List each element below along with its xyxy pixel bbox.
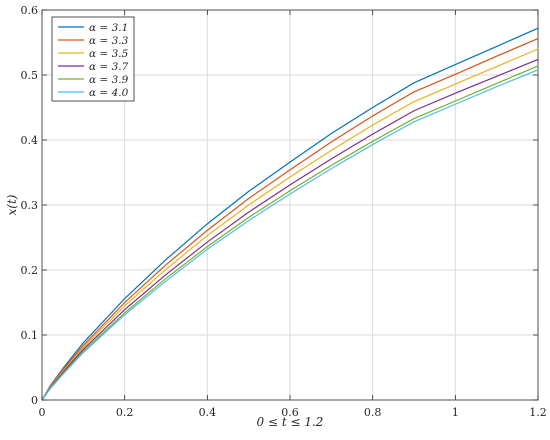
series-line — [41, 58, 539, 401]
y-tick-label: 0 — [31, 394, 38, 407]
y-axis-ticks: 0 0.1 0.2 0.3 0.4 0.5 0.6 — [21, 4, 538, 407]
y-tick-label: 0.4 — [21, 134, 39, 147]
y-tick-label: 0.5 — [21, 69, 39, 82]
y-tick-label: 0.3 — [21, 199, 39, 212]
series-line — [41, 48, 539, 401]
legend-label: α = 3.9 — [89, 74, 129, 86]
legend-box — [51, 16, 135, 102]
legend-label: α = 3.5 — [89, 48, 129, 60]
legend: α = 3.1α = 3.3α = 3.5α = 3.7α = 3.9α = 4… — [51, 16, 135, 102]
legend-label: α = 3.1 — [89, 22, 128, 34]
x-tick-label: 1.2 — [529, 406, 547, 419]
x-tick-label: 1 — [452, 406, 459, 419]
x-tick-label: 0.6 — [281, 406, 299, 419]
series-line — [41, 37, 539, 401]
y-tick-label: 0.2 — [21, 264, 39, 277]
series-line — [41, 69, 539, 401]
x-tick-label: 0.4 — [199, 406, 217, 419]
x-axis-ticks: 0 0.2 0.4 0.6 0.8 1 1.2 — [39, 10, 547, 419]
y-tick-label: 0.6 — [21, 4, 39, 17]
legend-label: α = 3.7 — [89, 61, 129, 73]
series-line — [41, 27, 539, 401]
y-tick-label: 0.1 — [21, 329, 39, 342]
x-tick-label: 0.2 — [116, 406, 134, 419]
y-axis-label: x(t) — [5, 194, 19, 215]
legend-label: α = 4.0 — [89, 87, 129, 99]
x-tick-label: 0 — [39, 406, 46, 419]
x-axis-label: 0 ≤ t ≤ 1.2 — [257, 415, 324, 429]
x-tick-label: 0.8 — [364, 406, 382, 419]
legend-label: α = 3.3 — [89, 35, 129, 47]
series-lines — [41, 27, 539, 401]
